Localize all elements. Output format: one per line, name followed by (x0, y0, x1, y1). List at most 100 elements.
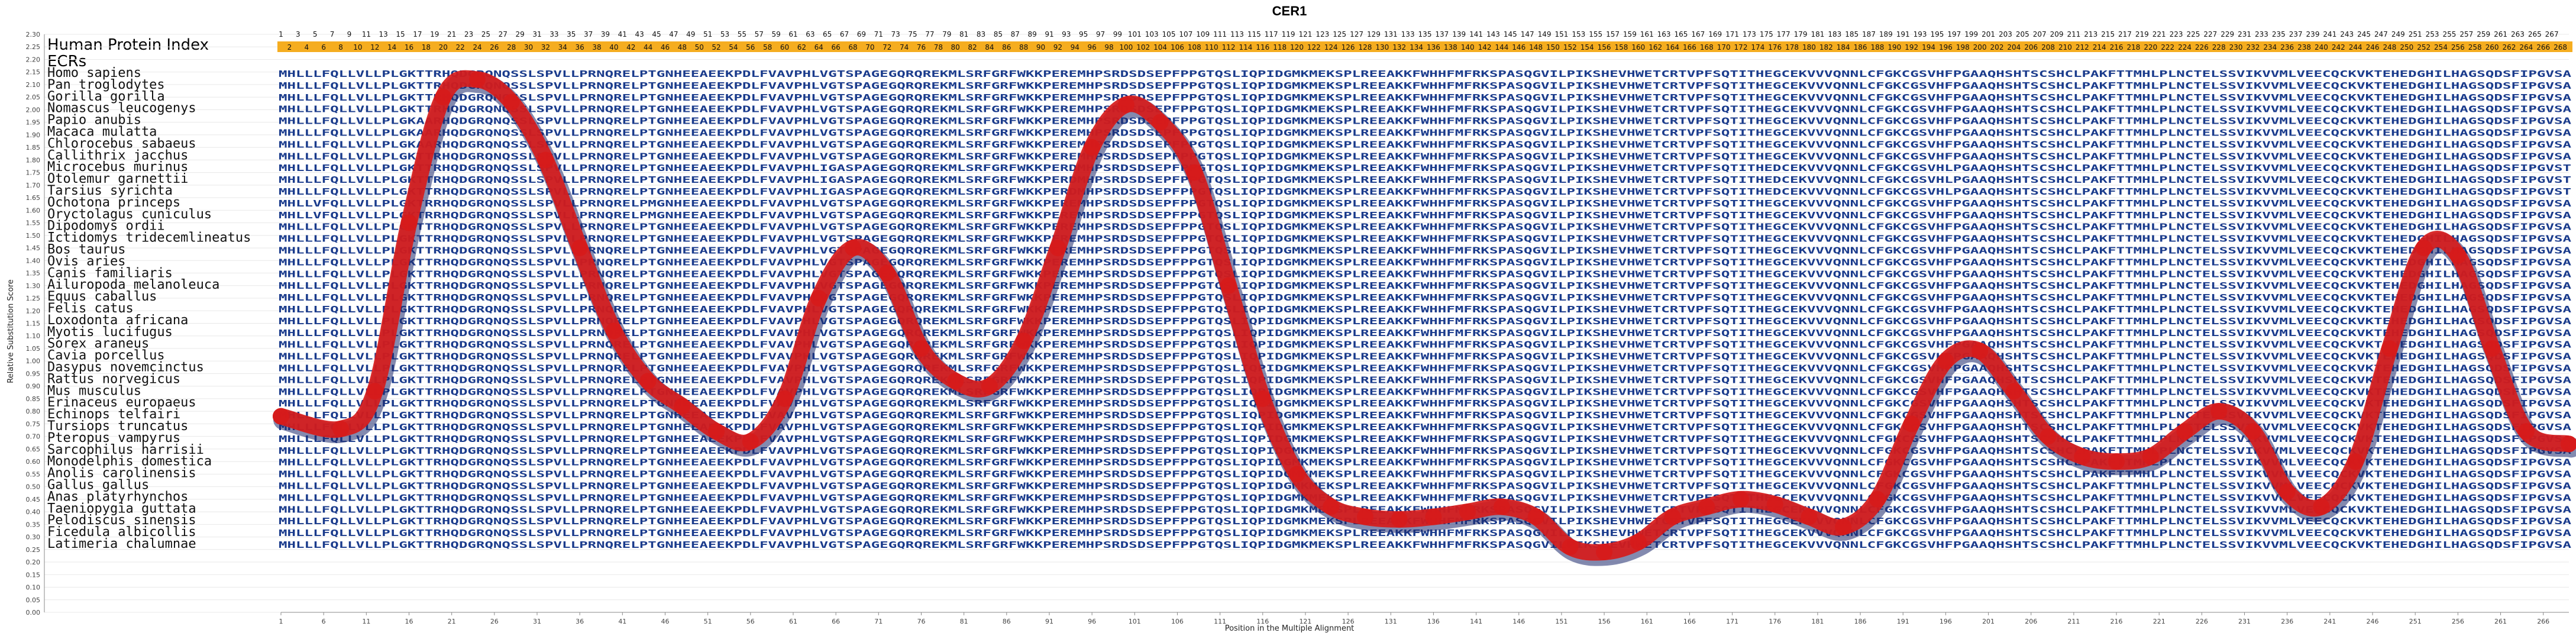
x-tick-label: 116 (1256, 618, 1269, 625)
data-point (537, 151, 554, 169)
y-tick-label: 1.40 (26, 257, 41, 264)
position-number: 166 (1683, 43, 1696, 51)
y-tick-label: 0.10 (26, 584, 41, 592)
position-number: 251 (2409, 30, 2422, 38)
position-number: 128 (1359, 43, 1372, 51)
position-number: 157 (1606, 30, 1620, 38)
position-number: 121 (1298, 30, 1312, 38)
y-tick-label: 1.55 (26, 219, 41, 227)
data-point (1493, 498, 1510, 515)
species-name: Macaca mulatta (47, 125, 157, 140)
x-tick-label: 71 (874, 618, 883, 625)
position-number: 145 (1504, 30, 1517, 38)
data-point (2108, 453, 2125, 470)
data-point (2347, 453, 2364, 470)
position-number: 126 (1342, 43, 1355, 51)
y-tick-label: 1.90 (26, 131, 41, 139)
position-number: 25 (481, 30, 490, 38)
x-tick-label: 176 (1769, 618, 1781, 625)
sequence-row: MHLLLFQLLVLLPLGKTTRHQDGRQNQSSLSPVLLPRNQR… (279, 316, 2571, 327)
position-number: 18 (422, 43, 431, 51)
sequence-row: MHLLLFQLLVLLPLGKAARHQDGRQNQSSLSPVLLPRNQR… (279, 128, 2571, 138)
x-tick-label: 16 (405, 618, 413, 625)
position-number: 188 (1870, 43, 1884, 51)
species-name: Bos taurus (47, 243, 125, 257)
position-number: 102 (1136, 43, 1150, 51)
x-tick-label: 251 (2409, 618, 2422, 625)
position-number: 73 (891, 30, 900, 38)
position-number: 55 (738, 30, 746, 38)
position-number: 245 (2357, 30, 2371, 38)
position-number: 210 (2058, 43, 2072, 51)
data-point (1391, 511, 1408, 528)
position-number: 206 (2024, 43, 2038, 51)
sequence-row: MHLLLFQLLVLLPLGKTTRHQDGRQNQSSLSPVLLPRNQR… (279, 151, 2571, 162)
position-number: 247 (2374, 30, 2388, 38)
position-number: 97 (1096, 30, 1105, 38)
panel-title: Human Protein Index (47, 36, 209, 54)
position-number: 179 (1794, 30, 1808, 38)
position-number: 125 (1333, 30, 1346, 38)
position-number: 43 (635, 30, 644, 38)
position-number: 87 (1011, 30, 1020, 38)
x-tick-label: 141 (1470, 618, 1482, 625)
position-number: 161 (1640, 30, 1654, 38)
position-number: 221 (2152, 30, 2166, 38)
data-point (913, 340, 930, 357)
position-number: 61 (788, 30, 797, 38)
position-number: 77 (925, 30, 934, 38)
position-number: 234 (2263, 43, 2277, 51)
position-number: 263 (2511, 30, 2525, 38)
species-name: Erinaceus europaeus (47, 395, 196, 410)
position-number: 60 (780, 43, 789, 51)
x-tick-label: 81 (960, 618, 968, 625)
position-number: 176 (1768, 43, 1782, 51)
position-number: 38 (592, 43, 601, 51)
y-tick-label: 0.20 (26, 558, 41, 566)
x-tick-label: 201 (1982, 618, 1995, 625)
position-number: 76 (917, 43, 926, 51)
sequence-row: MHLLLFQLLVLLPLGKTTRHQDGRQNQSSLSPVLLPRNQR… (279, 292, 2571, 303)
position-number: 201 (1982, 30, 1995, 38)
position-number: 13 (379, 30, 388, 38)
data-point (2313, 498, 2330, 515)
data-point (742, 433, 759, 450)
species-name: Gallus gallus (47, 478, 149, 493)
y-tick-label: 0.60 (26, 458, 41, 466)
species-name: Mus musculus (47, 383, 141, 398)
position-number: 109 (1196, 30, 1210, 38)
position-number: 238 (2297, 43, 2311, 51)
data-point (400, 214, 418, 231)
x-tick-label: 216 (2110, 618, 2123, 625)
species-name: Callithrix jacchus (47, 148, 188, 163)
position-number: 108 (1188, 43, 1201, 51)
species-name: Rattus norvegicus (47, 372, 180, 386)
x-tick-label: 111 (1214, 618, 1226, 625)
position-number: 211 (2067, 30, 2080, 38)
position-number: 111 (1213, 30, 1227, 38)
x-tick-label: 1 (279, 618, 283, 625)
position-number: 46 (661, 43, 670, 51)
y-tick-label: 2.05 (26, 93, 41, 101)
species-name: Otolemur garnettii (47, 172, 188, 186)
data-point (2484, 340, 2501, 357)
position-number: 132 (1392, 43, 1406, 51)
position-number: 45 (652, 30, 661, 38)
species-name: Sarcophilus harrisii (47, 443, 204, 457)
data-point (273, 408, 289, 425)
position-number: 8 (338, 43, 343, 51)
position-number: 153 (1572, 30, 1585, 38)
position-number: 259 (2477, 30, 2490, 38)
species-name: Loxodonta africana (47, 313, 188, 328)
data-point (1117, 96, 1135, 113)
y-tick-label: 0.15 (26, 571, 41, 579)
x-tick-label: 266 (2537, 618, 2549, 625)
position-number: 11 (362, 30, 371, 38)
position-number: 23 (464, 30, 473, 38)
data-point (1015, 332, 1032, 350)
x-tick-label: 96 (1088, 618, 1096, 625)
data-point (503, 93, 520, 111)
data-point (1425, 508, 1442, 525)
x-tick-label: 86 (1003, 618, 1011, 625)
data-point (1801, 508, 1818, 525)
